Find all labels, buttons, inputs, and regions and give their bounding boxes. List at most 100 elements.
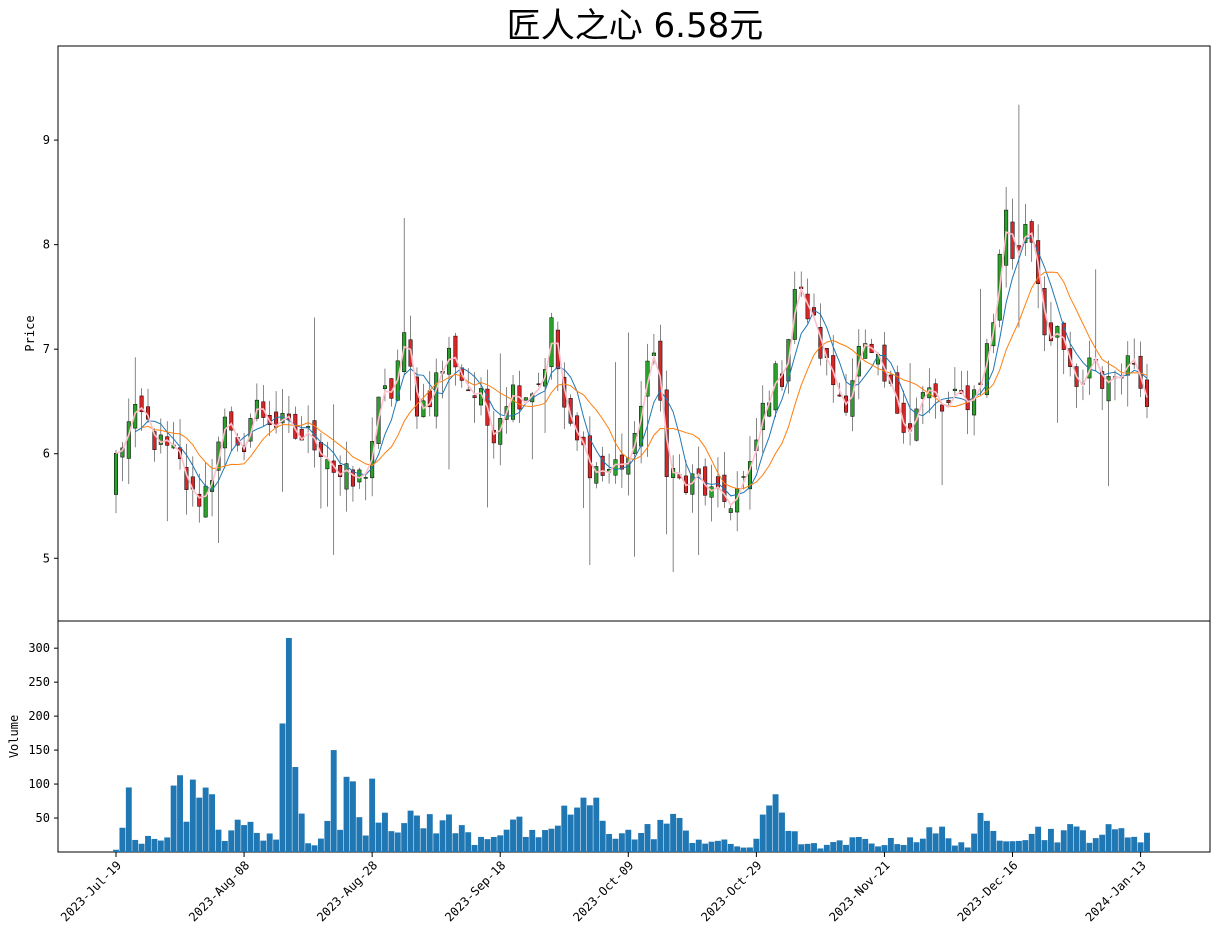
candle-body [1029, 221, 1034, 243]
candle-body [491, 429, 496, 444]
volume-bar [676, 817, 683, 852]
volume-bar [996, 840, 1003, 852]
volume-bar [593, 797, 600, 852]
candle-body [972, 389, 977, 416]
candle-body [1106, 376, 1111, 402]
volume-y-tick-label: 300 [28, 641, 50, 655]
candle-body [466, 389, 471, 392]
volume-bar [1137, 842, 1144, 852]
volume-bar [932, 833, 939, 852]
x-tick-label: 2023-Aug-08 [186, 858, 252, 924]
candle-body [952, 388, 957, 392]
volume-bar [196, 797, 203, 852]
moving-average-line [134, 236, 1148, 497]
candle-body [325, 459, 330, 470]
volume-bar [791, 831, 798, 852]
volume-axes-frame [57, 620, 1211, 853]
candle-body [555, 329, 560, 370]
volume-bar [721, 839, 728, 852]
volume-bar [113, 849, 119, 852]
candle-body [837, 394, 842, 397]
x-tick-label: 2024-Jan-13 [1083, 858, 1149, 924]
volume-bar [202, 787, 209, 852]
candle-body [511, 384, 516, 420]
volume-bar [945, 838, 952, 852]
candle-body [229, 411, 234, 431]
volume-bar [1086, 842, 1093, 852]
volume-y-axis-label: Volume [7, 715, 21, 758]
volume-bar [132, 839, 139, 852]
volume-y-tick-label: 200 [28, 709, 50, 723]
x-tick-label: 2023-Sep-18 [442, 858, 508, 924]
candle-body [965, 385, 970, 411]
price-y-tick-label: 9 [43, 133, 50, 147]
volume-bar [356, 817, 363, 852]
volume-bar [868, 843, 875, 852]
candle-body [197, 493, 202, 507]
volume-bar [1118, 828, 1125, 852]
candle-body [472, 395, 477, 399]
x-axis: 2023-Jul-19 2023-Aug-08 2023-Aug-28 2023-Se… [58, 852, 1149, 924]
candle-body [594, 466, 599, 484]
volume-bar [670, 813, 677, 852]
volume-y-tick-label: 250 [28, 675, 50, 689]
volume-bar [1054, 842, 1061, 852]
volume-bar [894, 844, 901, 852]
volume-bar [548, 828, 555, 852]
volume-bar [420, 828, 427, 852]
volume-bar [1067, 824, 1074, 852]
volume-bar [522, 836, 529, 852]
volume-bar [1041, 840, 1048, 852]
volume-bar [875, 846, 881, 852]
volume-bar [638, 832, 645, 852]
x-tick-label: 2023-Nov-21 [826, 858, 892, 924]
volume-bar [529, 829, 536, 852]
volume-bar [785, 830, 792, 852]
x-tick-label: 2023-Oct-29 [698, 858, 764, 924]
volume-bar [830, 842, 837, 852]
candle-body [1055, 326, 1060, 338]
volume-bar [734, 846, 741, 852]
volume-bar [715, 840, 721, 852]
volume-bar [580, 797, 587, 852]
volume-bar [1060, 830, 1067, 852]
volume-bar [388, 831, 395, 852]
volume-bar [612, 838, 619, 852]
volume-bar [817, 848, 824, 852]
volume-bar [779, 812, 785, 852]
volume-bar [1035, 826, 1042, 852]
volume-bar [125, 787, 132, 852]
volume-bar [484, 839, 491, 852]
volume-bar [426, 814, 433, 852]
volume-bar [490, 837, 497, 852]
volume-bar [266, 833, 273, 852]
volume-bar [471, 844, 478, 852]
volume-bar [650, 839, 657, 852]
volume-bar [881, 845, 888, 852]
volume-bar [574, 807, 581, 852]
volume-bar [631, 839, 638, 852]
volume-y-tick-label: 100 [28, 777, 50, 791]
volume-bar [836, 840, 843, 852]
volume-bar [772, 794, 779, 852]
volume-bar [458, 825, 465, 852]
volume-bar [330, 750, 337, 852]
volume-bar [292, 767, 299, 852]
volume-bar [958, 842, 965, 852]
x-tick-label: 2023-Oct-09 [570, 858, 636, 924]
volume-bar [964, 847, 971, 852]
volume-bar [510, 819, 516, 852]
volume-bar [177, 775, 183, 852]
volume-bar [253, 832, 260, 852]
volume-bar [804, 843, 811, 852]
price-y-tick-label: 6 [43, 447, 50, 461]
volume-bar [362, 835, 369, 852]
volume-bar [273, 839, 280, 852]
volume-bar [1009, 841, 1016, 852]
volume-bar [695, 839, 702, 852]
volume-bar [887, 837, 894, 852]
volume-bar [164, 837, 171, 852]
volume-y-tick-label: 50 [36, 811, 50, 825]
volume-bar [382, 812, 388, 852]
